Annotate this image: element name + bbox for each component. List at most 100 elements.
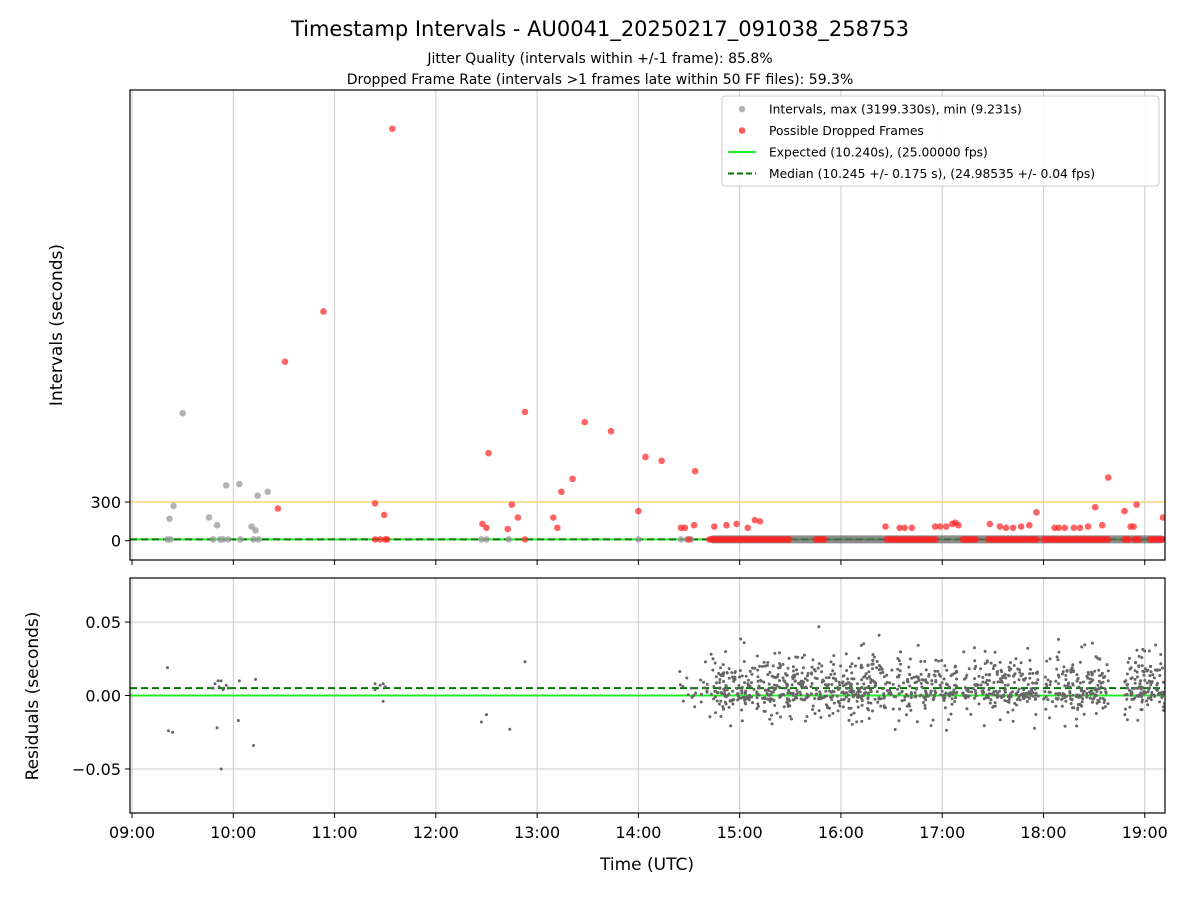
residual-point — [940, 681, 944, 685]
residual-point — [1031, 681, 1035, 685]
residual-point — [1030, 688, 1034, 692]
residual-point — [790, 683, 794, 687]
residual-point — [1043, 675, 1047, 679]
residual-point — [982, 697, 986, 701]
residual-point — [849, 713, 853, 717]
residuals-x-ticks: 09:00 10:00 11:00 12:00 13:00 14:00 15:00 16:00… — [109, 813, 1168, 842]
residual-point — [961, 691, 965, 695]
residual-point — [1033, 687, 1037, 691]
legend-entry: Median (10.245 +/- 0.175 s), (24.98535 +… — [769, 167, 1095, 181]
residual-point — [979, 683, 983, 687]
residual-point — [1014, 692, 1018, 696]
residual-point — [1036, 678, 1040, 682]
residual-point — [953, 700, 957, 704]
x-tick-label: 15:00 — [717, 823, 763, 842]
residual-point — [1149, 695, 1153, 699]
residual-point — [988, 692, 992, 696]
residual-point — [1009, 661, 1013, 665]
residual-point — [733, 671, 737, 675]
residual-point — [1057, 650, 1061, 654]
residual-point — [765, 663, 769, 667]
residual-point — [717, 702, 721, 706]
residual-point — [859, 663, 863, 667]
residual-point — [985, 693, 989, 697]
residual-point — [1026, 646, 1030, 650]
residual-point — [788, 704, 792, 708]
residual-point — [523, 660, 527, 664]
residual-point — [1003, 683, 1007, 687]
residual-point — [891, 707, 895, 711]
residual-point — [943, 706, 947, 710]
residual-point — [742, 659, 746, 663]
residual-point — [836, 700, 840, 704]
residual-point — [786, 666, 790, 670]
residual-point — [875, 690, 879, 694]
residual-point — [1106, 702, 1110, 706]
residual-point — [934, 658, 938, 662]
residual-point — [727, 676, 731, 680]
residual-point — [756, 702, 760, 706]
dropped-frame-point — [733, 520, 740, 528]
residual-point — [1147, 649, 1151, 653]
residual-point — [849, 687, 853, 691]
dropped-frame-point — [685, 536, 693, 543]
residual-point — [852, 711, 856, 715]
residual-point — [1104, 690, 1108, 694]
intervals-reference-lines — [130, 501, 1165, 541]
dropped-frame-point — [681, 524, 689, 532]
x-tick-label: 12:00 — [413, 823, 459, 842]
residual-point — [943, 664, 947, 668]
residual-point — [1071, 663, 1075, 667]
residual-point — [865, 676, 869, 680]
residual-point — [781, 662, 785, 666]
residual-point — [1013, 701, 1017, 705]
residual-point — [1099, 685, 1103, 689]
residual-point — [711, 668, 715, 672]
residual-point — [736, 692, 740, 696]
residual-point — [1075, 724, 1079, 728]
residual-point — [940, 689, 944, 693]
dropped-frame-point — [274, 505, 282, 512]
residual-point — [1138, 682, 1142, 686]
residual-point — [847, 718, 851, 722]
residual-point — [867, 670, 871, 674]
residual-point — [775, 684, 779, 688]
interval-point — [179, 409, 186, 417]
residual-point — [773, 703, 777, 707]
residual-point — [1012, 663, 1016, 667]
residual-point — [1026, 683, 1030, 687]
residual-point — [1031, 671, 1035, 675]
residual-point — [1061, 670, 1065, 674]
residual-point — [976, 683, 980, 687]
residual-point — [725, 694, 729, 698]
residual-point — [1125, 718, 1129, 722]
residual-point — [758, 664, 762, 668]
dropped-frame-point — [1104, 474, 1112, 481]
dropped-frame-point — [383, 536, 391, 543]
residual-point — [1011, 719, 1015, 723]
interval-point — [254, 492, 261, 499]
residual-point — [907, 665, 911, 669]
residual-point — [1016, 690, 1020, 694]
residual-point — [1046, 698, 1050, 702]
residual-point — [699, 692, 703, 696]
residual-point — [1060, 704, 1064, 708]
residual-point — [962, 694, 966, 698]
residual-point — [166, 729, 170, 733]
residual-point — [723, 692, 727, 696]
residual-point — [378, 683, 382, 687]
residual-point — [792, 669, 796, 673]
dropped-frame-point — [658, 457, 665, 465]
residual-point — [930, 679, 934, 683]
dropped-frame-point — [1017, 523, 1025, 530]
residual-point — [756, 704, 760, 708]
residual-point — [1153, 694, 1157, 698]
residual-point — [737, 683, 741, 687]
residual-point — [918, 694, 922, 698]
residual-point — [891, 682, 895, 686]
residual-point — [1139, 691, 1143, 695]
residual-point — [1068, 685, 1072, 689]
residual-point — [923, 659, 927, 663]
residual-point — [845, 686, 849, 690]
residual-point — [992, 664, 996, 668]
